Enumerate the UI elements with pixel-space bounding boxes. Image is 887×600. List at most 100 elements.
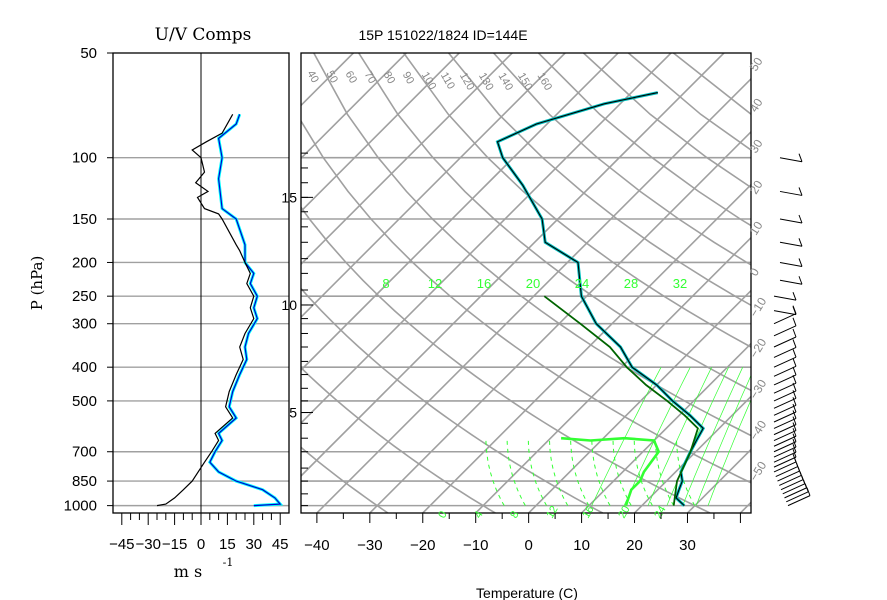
isotherm: [316, 77, 751, 513]
wind-barb: [779, 218, 803, 224]
mixing-ratio-line: [591, 367, 662, 506]
uv-x-tick-label: 45: [272, 536, 289, 553]
wind-barb: [773, 461, 797, 473]
wind-barb-flag: [792, 317, 797, 326]
wind-barb-flag: [798, 276, 803, 285]
pressure-tick-label: 700: [72, 444, 97, 461]
uv-panel-data: [156, 113, 284, 508]
isotherm: [686, 448, 751, 513]
wind-barb-flag: [792, 422, 797, 431]
adiabat-label: 0: [747, 265, 763, 278]
dewpoint-line: [560, 436, 661, 507]
dry-adiabat: [301, 119, 751, 484]
dry-adiabat: [627, 53, 751, 152]
wind-barb-flag: [792, 349, 797, 358]
wind-barb: [787, 495, 811, 507]
wind-barb-flag: [792, 438, 797, 448]
dry-adiabat: [313, 53, 751, 437]
mixing-ratio-label: 16: [477, 276, 491, 291]
u-component-line: [156, 114, 255, 507]
wind-barb: [773, 441, 797, 453]
wind-barb: [779, 190, 803, 196]
isotherm-label: 50: [323, 69, 340, 86]
adiabat-label: 20: [747, 178, 766, 197]
isotherm: [793, 53, 887, 513]
isotherm-label: 120: [457, 71, 477, 93]
isotherm-label: 160: [535, 71, 555, 93]
wind-barb: [773, 446, 797, 458]
uv-x-tick-label: 0: [197, 536, 205, 553]
wind-barb-flag: [792, 416, 797, 425]
dry-adiabat: [301, 366, 496, 513]
wind-barb: [773, 397, 797, 409]
isotherm: [369, 130, 751, 513]
dry-adiabat: [301, 446, 389, 513]
wind-barb-flag: [792, 403, 797, 413]
isotherm: [301, 53, 619, 372]
height-tick-label: 15: [281, 189, 297, 205]
isotherm: [528, 289, 751, 513]
wind-barb: [773, 404, 797, 416]
isotherm-label: 100: [419, 70, 439, 92]
isotherm: [301, 53, 407, 160]
dry-adiabat: [403, 53, 751, 348]
dry-adiabat: [493, 53, 751, 266]
wind-barb: [773, 346, 797, 358]
wind-barb-flag: [798, 214, 803, 224]
isotherm: [739, 501, 751, 513]
height-tick-label: 10: [281, 297, 297, 313]
moist-line-label: 20: [616, 504, 633, 521]
skewt-title: 15P 151022/1824 ID=144E: [358, 27, 527, 43]
isotherm: [301, 53, 672, 425]
wind-barb-flag: [798, 258, 803, 267]
pressure-tick-label: 300: [72, 316, 97, 333]
pressure-axis-label: P (hPa): [28, 256, 46, 311]
moist-adiabat-line: [633, 438, 653, 506]
isotherm: [301, 53, 725, 478]
wind-barb: [779, 241, 803, 247]
moist-line-label: 8: [508, 509, 521, 520]
wind-barb: [782, 483, 805, 495]
skewt-frame: [300, 52, 752, 514]
mixing-ratio-line: [647, 367, 713, 506]
moist-adiabat-line: [548, 438, 569, 506]
dry-adiabat: [447, 53, 751, 307]
isotherm: [0, 53, 142, 513]
isotherm-label: 150: [515, 71, 535, 93]
temperature-tick-label: 10: [573, 537, 590, 554]
moist-adiabat-line: [506, 438, 526, 506]
wind-barb-flag: [792, 291, 797, 301]
pressure-tick-label: 400: [72, 359, 97, 376]
pressure-tick-label: 50: [80, 45, 97, 62]
wind-barb-flag: [792, 358, 797, 367]
temperature-tick-label: −40: [304, 537, 329, 554]
moist-line-label: 0: [436, 509, 449, 520]
uv-xaxis-label: m s: [174, 562, 202, 581]
uv-xaxis-label-exp: -1: [223, 556, 234, 569]
wind-barb: [773, 365, 797, 377]
wind-barb-flag: [792, 339, 797, 348]
adiabat-label: 10: [747, 219, 766, 238]
isotherm-label: 40: [304, 69, 321, 86]
moist-line-label: 16: [580, 504, 597, 521]
adiabat-label: 50: [747, 55, 766, 74]
uv-x-tick-label: −45: [109, 536, 134, 553]
mixing-ratio-label: 12: [428, 276, 442, 291]
wind-barb: [773, 411, 797, 423]
adiabat-label: −20: [747, 336, 770, 361]
temperature-axis-label: Temperature (C): [476, 585, 578, 600]
wind-barb: [773, 451, 797, 463]
height-tick-label: 5: [289, 405, 297, 421]
isotherm-label: 90: [400, 70, 417, 87]
uv-x-tick-label: 30: [245, 536, 262, 553]
pressure-tick-label: 200: [72, 254, 97, 271]
v-component-highlight: [207, 113, 284, 508]
isotherm-label: 110: [438, 70, 457, 91]
isotherm-label: 60: [343, 69, 360, 86]
skewt-profiles: [495, 91, 706, 507]
v-component-line: [209, 114, 282, 507]
wind-barbs: [773, 153, 811, 507]
wind-barb: [779, 279, 803, 285]
wind-barb: [773, 310, 797, 316]
mixing-ratio-label: 28: [624, 276, 638, 291]
